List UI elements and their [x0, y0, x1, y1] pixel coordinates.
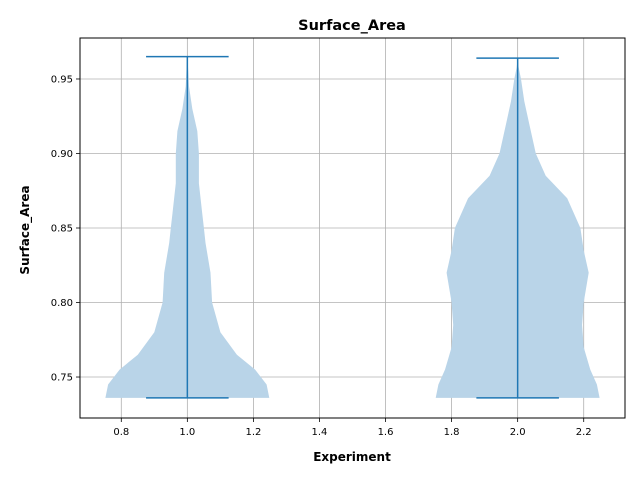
- y-axis-label: Surface_Area: [18, 185, 33, 274]
- chart-title: Surface_Area: [298, 18, 406, 34]
- x-tick-label: 1.2: [245, 427, 261, 438]
- x-ticks: 0.8 1.0 1.2 1.4 1.6 1.8 2.0 2.2: [113, 418, 592, 438]
- x-axis-label: Experiment: [313, 450, 391, 464]
- x-tick-label: 2.2: [576, 427, 592, 438]
- y-tick-label: 0.90: [51, 149, 73, 160]
- y-tick-label: 0.95: [51, 74, 73, 85]
- violin-lines: [146, 55, 559, 399]
- x-tick-label: 2.0: [510, 427, 526, 438]
- y-tick-label: 0.85: [51, 224, 73, 235]
- x-tick-label: 1.4: [312, 427, 328, 438]
- x-tick-label: 0.8: [113, 427, 129, 438]
- y-ticks: 0.75 0.80 0.85 0.90 0.95: [51, 74, 80, 384]
- y-tick-label: 0.75: [51, 373, 73, 384]
- x-tick-label: 1.8: [444, 427, 460, 438]
- y-tick-label: 0.80: [51, 298, 73, 309]
- x-tick-label: 1.6: [378, 427, 394, 438]
- x-tick-label: 1.0: [179, 427, 195, 438]
